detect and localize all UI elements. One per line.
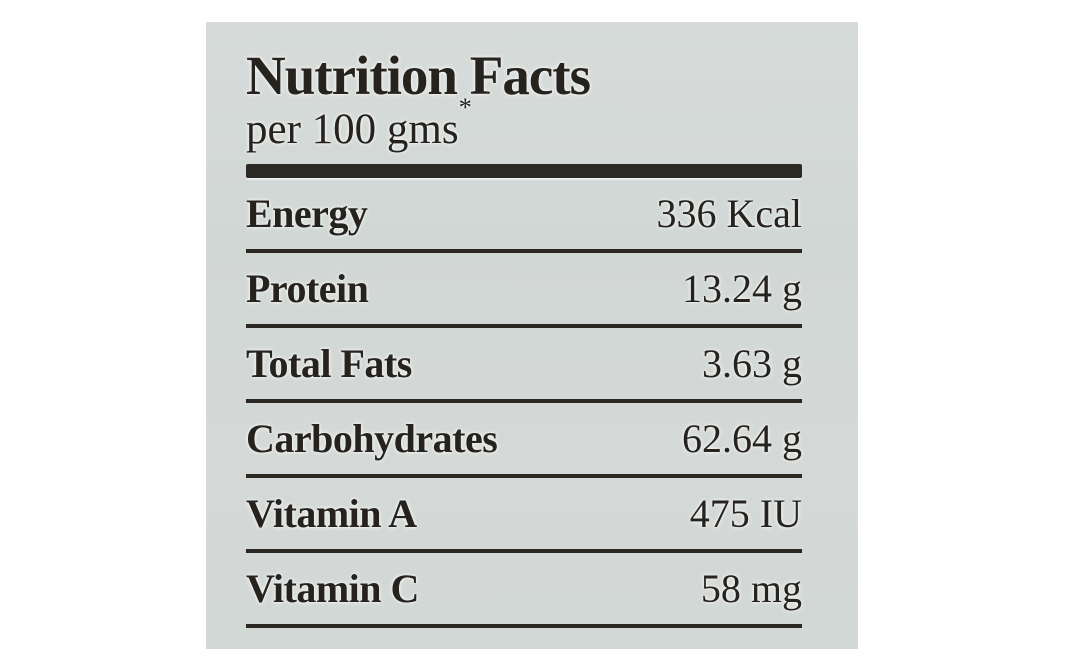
- nutrient-row-total-fats: Total Fats 3.63 g: [246, 328, 802, 404]
- nutrient-table: Energy 336 Kcal Protein 13.24 g Total Fa…: [246, 178, 802, 629]
- nutrient-row-vitamin-a: Vitamin A 475 IU: [246, 478, 802, 554]
- nutrient-label: Total Fats: [246, 341, 412, 387]
- nutrient-row-energy: Energy 336 Kcal: [246, 178, 802, 254]
- nutrition-label-panel: Nutrition Facts per 100 gms* Energy 336 …: [206, 22, 858, 649]
- serving-size-text: per 100 gms: [246, 106, 459, 153]
- nutrient-value: 62.64 g: [682, 416, 802, 462]
- nutrient-value: 3.63 g: [702, 341, 802, 387]
- nutrient-label: Protein: [246, 266, 369, 312]
- nutrient-row-carbohydrates: Carbohydrates 62.64 g: [246, 403, 802, 479]
- serving-size-line: per 100 gms*: [246, 93, 802, 153]
- nutrition-facts-title: Nutrition Facts: [246, 45, 591, 106]
- nutrient-value: 58 mg: [700, 566, 802, 612]
- nutrient-label: Energy: [246, 191, 368, 237]
- nutrient-row-vitamin-c: Vitamin C 58 mg: [246, 553, 802, 629]
- nutrient-label: Vitamin A: [246, 491, 417, 537]
- nutrient-value: 13.24 g: [682, 266, 802, 312]
- serving-footnote-asterisk: *: [458, 91, 472, 122]
- header-divider-bar: [246, 164, 802, 179]
- nutrient-label: Carbohydrates: [246, 416, 498, 462]
- nutrient-value: 336 Kcal: [656, 191, 802, 237]
- nutrient-label: Vitamin C: [246, 566, 419, 612]
- nutrient-value: 475 IU: [689, 491, 802, 537]
- nutrient-row-protein: Protein 13.24 g: [246, 253, 802, 329]
